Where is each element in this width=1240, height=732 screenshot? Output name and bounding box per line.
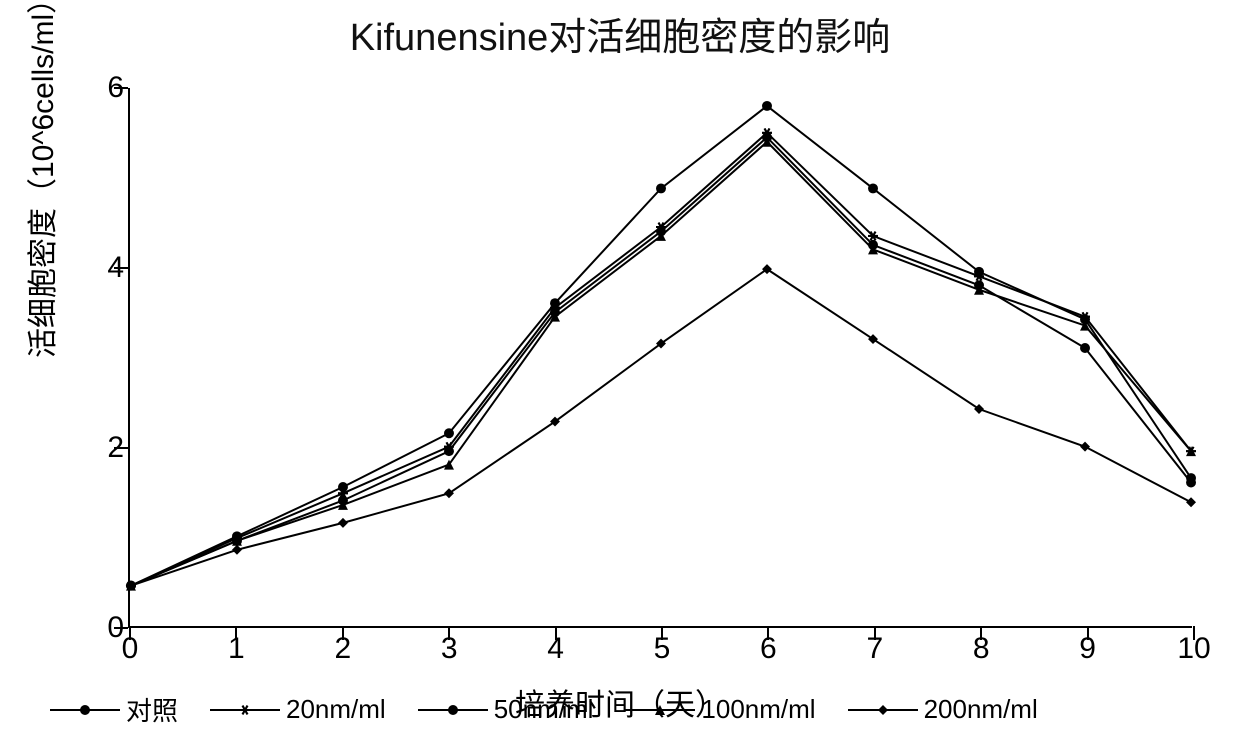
x-tick-label: 8	[973, 632, 990, 666]
legend-label: 50nm/ml	[494, 694, 594, 725]
y-tick-label: 6	[107, 71, 124, 105]
legend-item: 50nm/ml	[418, 694, 594, 725]
series-line	[131, 133, 1191, 586]
series-marker	[1080, 442, 1090, 452]
legend-item: 100nm/ml	[625, 694, 815, 725]
series-marker	[1186, 478, 1196, 488]
x-tick-label: 9	[1079, 632, 1096, 666]
series-marker	[656, 183, 666, 193]
chart-title: Kifunensine对活细胞密度的影响	[0, 6, 1240, 61]
legend-item: 20nm/ml	[210, 694, 386, 725]
series-marker	[444, 446, 454, 456]
legend-label: 200nm/ml	[924, 694, 1038, 725]
x-tick-label: 3	[441, 632, 458, 666]
legend-item: 200nm/ml	[848, 694, 1038, 725]
y-tick-label: 4	[107, 251, 124, 285]
series-marker	[338, 482, 348, 492]
series-marker	[1080, 343, 1090, 353]
x-tick-label: 1	[228, 632, 245, 666]
plot-area: 0246012345678910	[128, 88, 1192, 628]
series-line	[131, 142, 1191, 586]
chart-container: Kifunensine对活细胞密度的影响 0246012345678910 活细…	[0, 0, 1240, 732]
x-tick-label: 7	[866, 632, 883, 666]
series-marker	[232, 545, 242, 555]
series-marker	[762, 101, 772, 111]
x-tick-label: 4	[547, 632, 564, 666]
legend-label: 20nm/ml	[286, 694, 386, 725]
y-tick-label: 2	[107, 431, 124, 465]
x-tick-label: 6	[760, 632, 777, 666]
legend: 对照 20nm/ml 50nm/ml 100nm/ml 200nm/ml	[50, 691, 1038, 728]
legend-swatch	[50, 698, 120, 722]
x-tick-label: 5	[654, 632, 671, 666]
series-marker	[1186, 497, 1196, 507]
legend-swatch	[210, 698, 280, 722]
series-marker	[338, 518, 348, 528]
x-tick-label: 10	[1177, 632, 1210, 666]
series-marker	[444, 428, 454, 438]
legend-swatch	[848, 698, 918, 722]
x-tick-label: 2	[334, 632, 351, 666]
legend-label: 对照	[126, 691, 178, 728]
x-tick-label: 0	[122, 632, 139, 666]
legend-swatch	[625, 698, 695, 722]
legend-swatch	[418, 698, 488, 722]
chart-lines	[130, 88, 1192, 626]
legend-item: 对照	[50, 691, 178, 728]
series-marker	[868, 183, 878, 193]
y-axis-title: 活细胞密度（10^6cells/ml）	[18, 0, 62, 358]
series-line	[131, 137, 1191, 585]
legend-label: 100nm/ml	[701, 694, 815, 725]
